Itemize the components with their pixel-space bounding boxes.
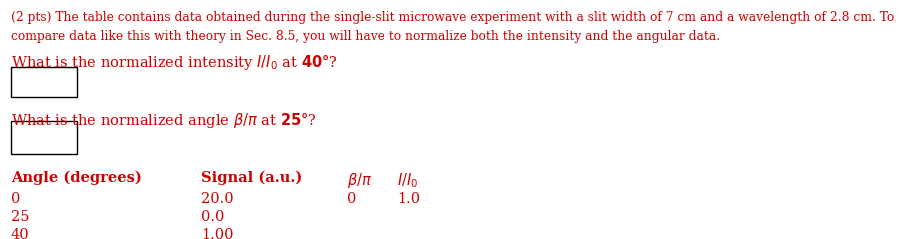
Text: Angle (degrees): Angle (degrees) bbox=[11, 171, 142, 185]
FancyBboxPatch shape bbox=[11, 121, 77, 154]
Text: What is the normalized angle $\beta/\pi$ at $\mathbf{25°}$?: What is the normalized angle $\beta/\pi$… bbox=[11, 111, 317, 130]
Text: What is the normalized intensity $I/I_0$ at $\mathbf{40°}$?: What is the normalized intensity $I/I_0$… bbox=[11, 53, 338, 71]
Text: 25: 25 bbox=[11, 210, 29, 224]
Text: 0: 0 bbox=[347, 192, 356, 206]
Text: $I/I_0$: $I/I_0$ bbox=[397, 171, 418, 190]
Text: $\beta/\pi$: $\beta/\pi$ bbox=[347, 171, 373, 190]
Text: Signal (a.u.): Signal (a.u.) bbox=[201, 171, 302, 185]
Text: 1.00: 1.00 bbox=[201, 228, 234, 239]
Text: 40: 40 bbox=[11, 228, 29, 239]
Text: 20.0: 20.0 bbox=[201, 192, 234, 206]
FancyBboxPatch shape bbox=[11, 67, 77, 97]
Text: 0: 0 bbox=[11, 192, 20, 206]
Text: compare data like this with theory in Sec. 8.5, you will have to normalize both : compare data like this with theory in Se… bbox=[11, 30, 720, 43]
Text: 1.0: 1.0 bbox=[397, 192, 420, 206]
Text: 0.0: 0.0 bbox=[201, 210, 225, 224]
Text: (2 pts) The table contains data obtained during the single-slit microwave experi: (2 pts) The table contains data obtained… bbox=[11, 11, 894, 24]
